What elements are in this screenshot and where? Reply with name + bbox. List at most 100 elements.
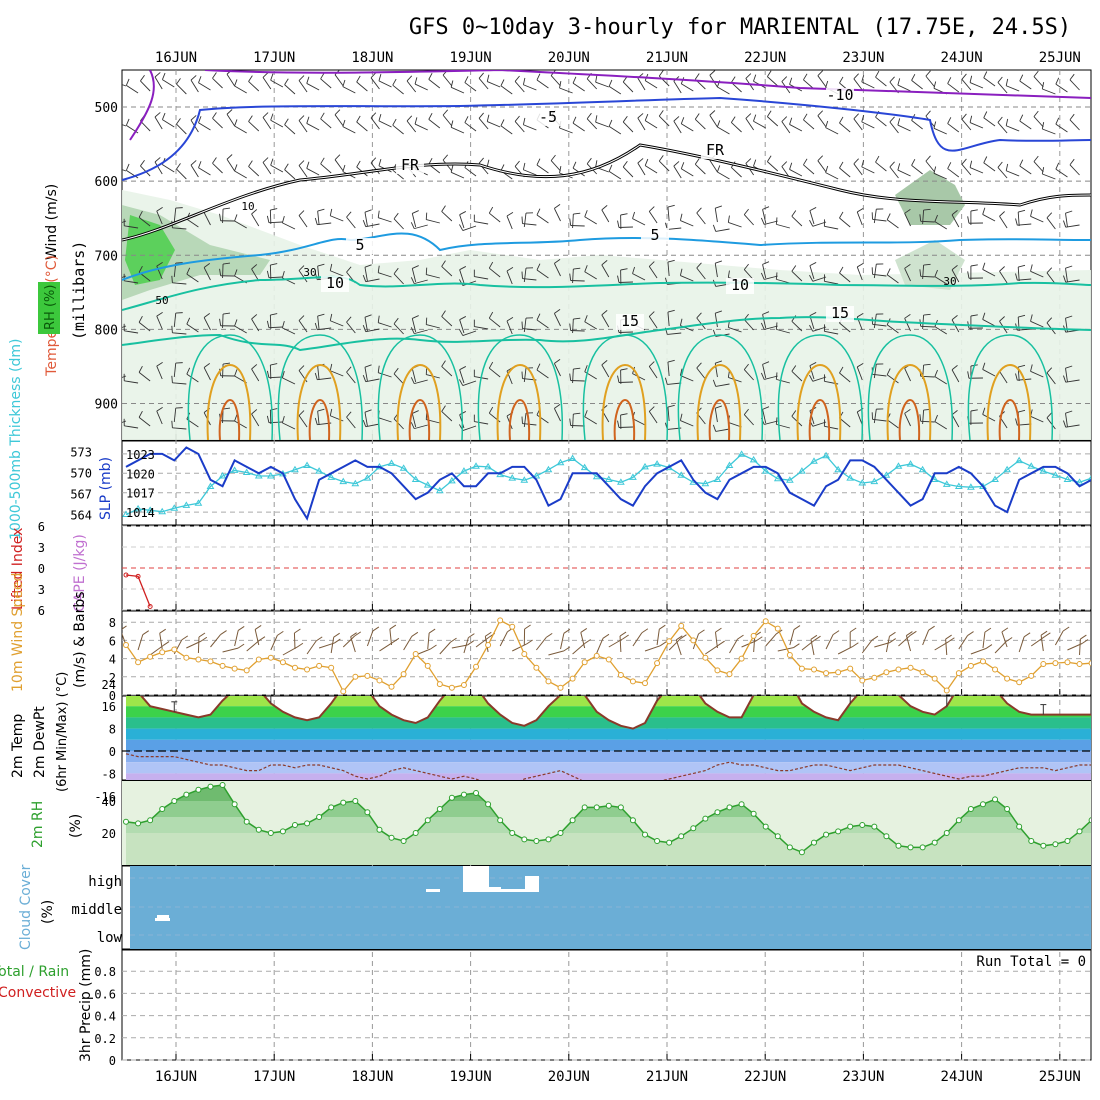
wind-barb-flag xyxy=(356,160,361,168)
wind-barb xyxy=(464,122,477,132)
surface-barb-flag xyxy=(450,637,457,643)
thickness-point xyxy=(785,476,794,483)
wind-barb xyxy=(714,408,718,423)
wind-barb xyxy=(648,411,658,424)
wind-barb xyxy=(637,77,646,91)
rh-point xyxy=(255,826,262,833)
wind-barb-flag xyxy=(251,409,258,415)
wind-barb-flag xyxy=(809,374,814,382)
wind-barb xyxy=(124,425,139,429)
surface-barb-flag xyxy=(334,638,341,644)
wind-barb-flag xyxy=(673,161,680,167)
surface-barb-flag xyxy=(984,627,992,633)
surface-barb-flag xyxy=(659,641,667,647)
cape-label: CAPE (J/kg) xyxy=(72,534,88,612)
wind-barb xyxy=(411,268,417,283)
surface-barb xyxy=(789,629,795,646)
thickness-point xyxy=(266,472,275,479)
wind-barb xyxy=(601,364,610,378)
rh-point xyxy=(123,818,129,825)
surface-barb xyxy=(765,633,777,647)
wind-speed-point xyxy=(786,651,793,658)
wind-barb xyxy=(667,362,670,377)
cloud-gap xyxy=(155,918,170,921)
wind-barb xyxy=(536,79,549,89)
wind-barb-flag xyxy=(667,204,675,208)
thickness-point xyxy=(460,467,468,474)
wind-barb xyxy=(478,117,489,130)
wind-speed-point xyxy=(967,662,974,669)
wind-barb-flag xyxy=(743,208,749,215)
wind-barb xyxy=(522,223,537,226)
thickness-point xyxy=(303,461,311,468)
wind-barb-flag xyxy=(569,323,572,331)
surface-barb xyxy=(874,642,890,648)
wind-barb-flag xyxy=(488,361,494,369)
wind-barb-flag xyxy=(809,362,817,367)
wind-barb xyxy=(378,417,392,423)
wind-barb-flag xyxy=(644,158,649,166)
wind-barb xyxy=(317,316,320,331)
wind-barb xyxy=(584,271,597,280)
wind-barb xyxy=(365,223,380,228)
day-label-top: 19JUN xyxy=(450,50,492,66)
wind-barb-flag xyxy=(113,74,114,81)
wind-barb-flag xyxy=(617,220,620,228)
wind-tick-label: 6 xyxy=(109,634,116,648)
wind-barb-flag xyxy=(919,269,922,277)
wind-barb-flag xyxy=(997,76,1003,83)
warm-contour-outer xyxy=(601,363,647,440)
wind-barb-flag xyxy=(760,372,765,380)
wind-barb xyxy=(1033,116,1044,128)
wind-barb-flag xyxy=(679,268,683,276)
wind-barb-flag xyxy=(632,266,636,274)
rh-point xyxy=(654,838,661,844)
wind-barb xyxy=(667,312,670,327)
wind-barb xyxy=(969,82,984,89)
precip-tick-label: 0.2 xyxy=(94,1032,116,1046)
wind-speed-point xyxy=(726,671,733,678)
wind-barb xyxy=(696,212,706,225)
wind-barb-flag xyxy=(270,158,274,166)
wind-barb xyxy=(190,164,199,178)
cloud-level-low: low xyxy=(97,930,123,946)
wind-barb-flag xyxy=(140,160,145,167)
surface-barb xyxy=(254,629,260,646)
wind-barb xyxy=(523,318,527,333)
surface-barb-flag xyxy=(411,631,419,637)
rh-point xyxy=(642,831,649,838)
thickness-point xyxy=(749,455,758,463)
wind-barb xyxy=(370,162,380,175)
wind-barb-flag xyxy=(983,111,988,118)
wind-barb xyxy=(1046,272,1056,285)
rh-series xyxy=(122,781,1091,865)
wind-speed-point xyxy=(352,673,359,680)
wind-barb-flag xyxy=(889,161,895,168)
precip-tick-label: 0.8 xyxy=(94,965,116,979)
surface-barb-flag xyxy=(1040,630,1048,636)
wind-barb xyxy=(776,223,790,229)
wind-barb xyxy=(441,266,453,277)
thickness-point xyxy=(604,475,613,482)
wind-barb xyxy=(334,114,344,127)
wind-barb-flag xyxy=(346,366,352,373)
wind-barb xyxy=(298,165,308,178)
wind-barb-flag xyxy=(412,210,419,214)
wind-barb xyxy=(982,369,996,377)
thickness-point xyxy=(484,462,492,470)
wind-speed-point xyxy=(810,666,817,673)
thickness-point xyxy=(387,459,396,466)
wind-barb xyxy=(764,375,778,380)
rh-tick-label: 20 xyxy=(102,827,116,841)
wind-barb xyxy=(595,121,609,128)
wind-speed-point xyxy=(460,681,467,688)
wind-barb-flag xyxy=(809,312,817,317)
surface-barb-flag xyxy=(392,637,400,643)
wind-barb xyxy=(411,213,417,228)
wind-barb-flag xyxy=(226,154,233,160)
wind-barb xyxy=(393,418,404,430)
thickness-point xyxy=(761,467,770,474)
wind-barb-flag xyxy=(853,73,859,80)
wind-barb xyxy=(764,275,778,280)
